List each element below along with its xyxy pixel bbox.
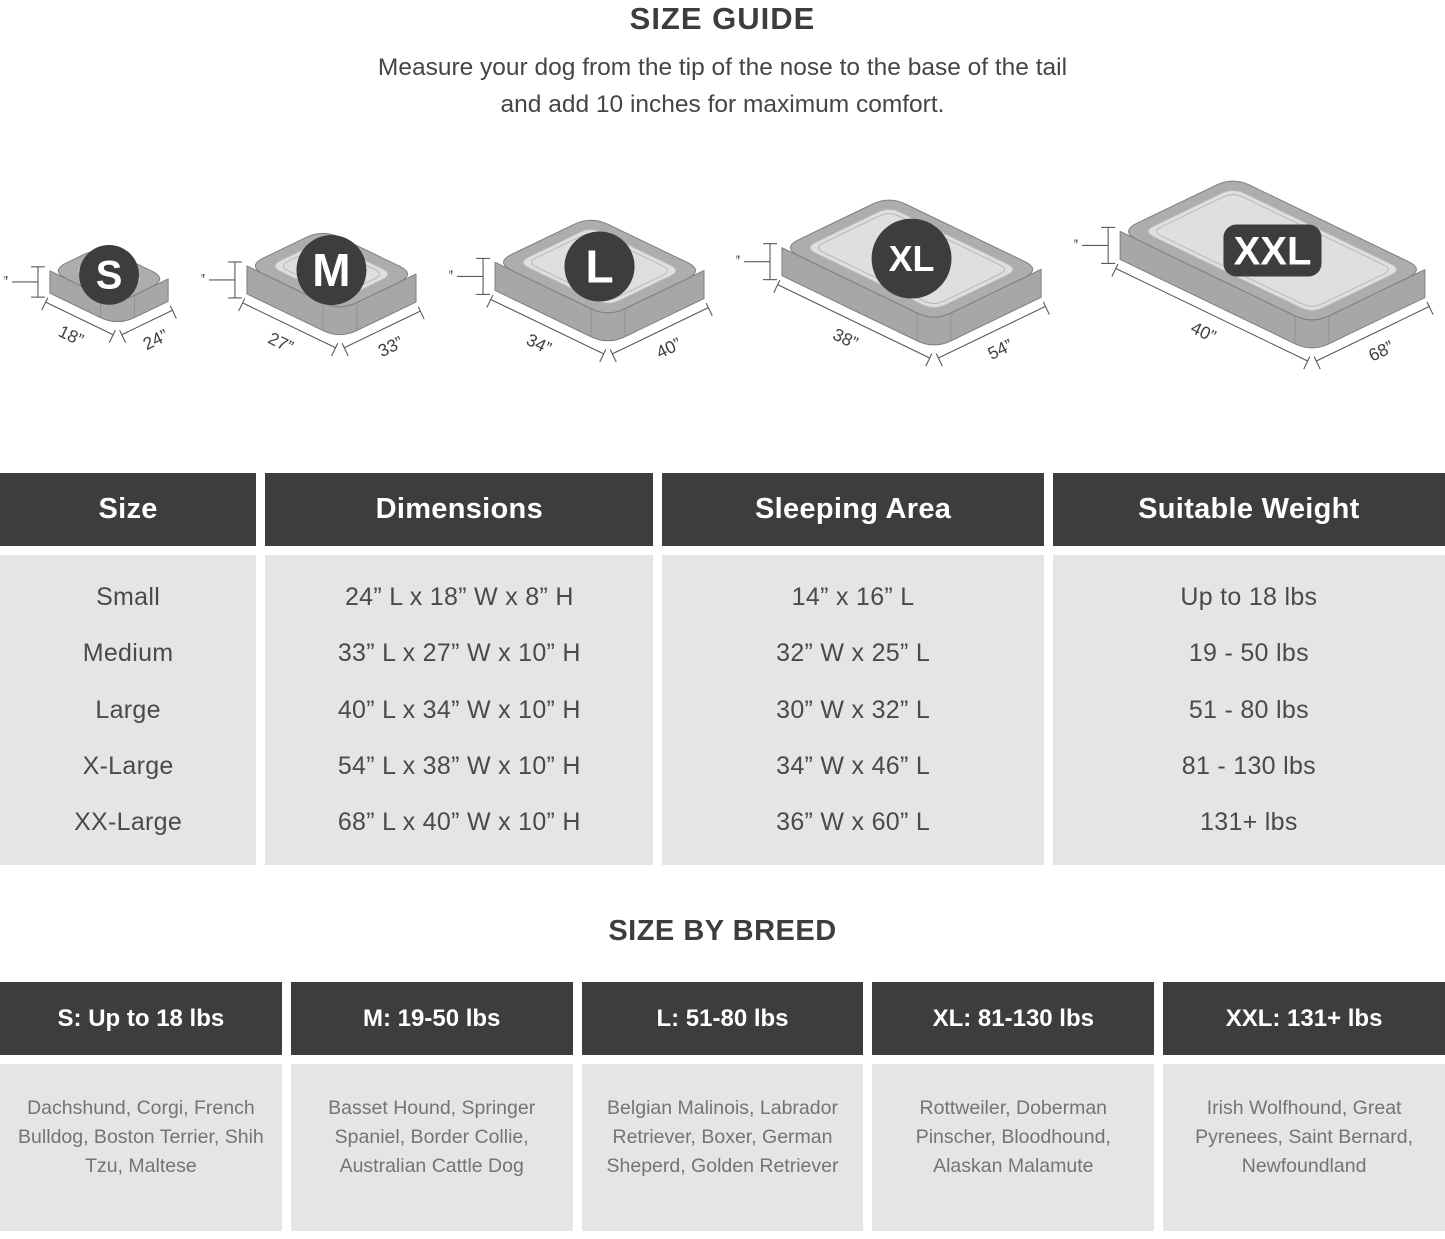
size-table-column-size: Small Medium Large X-Large XX-Large — [0, 555, 257, 865]
breed-header-1: M: 19-50 lbs — [290, 982, 573, 1055]
bed-height-label: 10” — [1074, 235, 1078, 255]
size-table-cell: 36” W x 60” L — [776, 808, 931, 837]
breed-list-3: Rottweiler, Doberman Pinscher, Bloodhoun… — [872, 1064, 1155, 1231]
size-table-column-dimensions: 24” L x 18” W x 8” H 33” L x 27” W x 10” … — [265, 555, 654, 865]
breed-list-4: Irish Wolfhound, Great Pyrenees, Saint B… — [1163, 1064, 1445, 1231]
bed-height-label: 10” — [736, 252, 740, 272]
size-table-cell: 131+ lbs — [1200, 808, 1298, 837]
bed-width-label: 34” — [523, 329, 555, 358]
breed-table: S: Up to 18 lbs M: 19-50 lbs L: 51-80 lbs X… — [0, 982, 1445, 1231]
bed-illustration-xxl: XXL 10” 40” 68” — [1053, 171, 1441, 399]
size-table-cell: 81 - 130 lbs — [1181, 751, 1316, 780]
size-table-cell: 33” L x 27” W x 10” H — [337, 639, 581, 668]
size-table-cell: 24” L x 18” W x 8” H — [344, 582, 574, 611]
bed-illustrations-row: S 8” 18” 24” M 10” 27” 33” L 10” 34” 40” XL 10” 38” 54”… — [0, 167, 1445, 399]
bed-illustration-m: M 10” 27” 33” — [179, 223, 432, 386]
bed-height-label: 10” — [449, 266, 453, 286]
bed-length-label: 68” — [1365, 336, 1397, 365]
bed-width-label: 18” — [55, 321, 87, 350]
breed-section-title: SIZE BY BREED — [608, 915, 837, 947]
size-table-cell: Medium — [82, 639, 174, 668]
bed-size-badge-label: S — [96, 254, 123, 298]
bed-length-label: 54” — [985, 335, 1017, 364]
bed-length-label: 24” — [140, 325, 172, 354]
bed-size-badge-label: XXL — [1234, 229, 1312, 273]
size-table-cell: X-Large — [82, 751, 174, 780]
size-table-header-size: Size — [0, 473, 257, 546]
breed-list-2: Belgian Malinois, Labrador Retriever, Bo… — [581, 1064, 864, 1231]
size-table-cell: XX-Large — [74, 808, 183, 837]
size-table-cell: 68” L x 40” W x 10” H — [337, 808, 581, 837]
size-table-cell: Small — [96, 582, 161, 611]
size-table-cell: 54” L x 38” W x 10” H — [337, 751, 581, 780]
bed-height-label: 8” — [4, 272, 8, 292]
bed-width-label: 40” — [1188, 317, 1220, 346]
breed-list-1: Basset Hound, Springer Spaniel, Border C… — [290, 1064, 573, 1231]
bed-width-label: 38” — [830, 324, 862, 353]
page-subtitle: Measure your dog from the tip of the nos… — [0, 49, 1445, 123]
size-table-column-suitable-weight: Up to 18 lbs 19 - 50 lbs 51 - 80 lbs 81 - 1… — [1052, 555, 1445, 865]
bed-length-label: 33” — [375, 332, 407, 361]
breed-header-2: L: 51-80 lbs — [581, 982, 864, 1055]
size-table-column-sleeping-area: 14” x 16” L 32” W x 25” L 30” W x 32” L 34”… — [662, 555, 1044, 865]
size-table: Size Dimensions Sleeping Area Suitable Weig… — [0, 473, 1445, 865]
size-table-cell: Up to 18 lbs — [1180, 582, 1318, 611]
bed-size-badge-label: XL — [889, 238, 935, 279]
bed-size-badge-label: L — [585, 240, 613, 292]
bed-size-badge-label: M — [312, 244, 350, 296]
size-table-cell: 30” W x 32” L — [776, 695, 931, 724]
subtitle-line-2: and add 10 inches for maximum comfort. — [500, 91, 945, 118]
size-table-cell: 40” L x 34” W x 10” H — [337, 695, 581, 724]
size-table-cell: Large — [95, 695, 161, 724]
size-table-cell: 19 - 50 lbs — [1188, 639, 1309, 668]
bed-illustration-s: S 8” 18” 24” — [0, 240, 184, 373]
breed-header-3: XL: 81-130 lbs — [872, 982, 1155, 1055]
breed-header-0: S: Up to 18 lbs — [0, 982, 282, 1055]
breed-list-0: Dachshund, Corgi, French Bulldog, Boston… — [0, 1064, 282, 1231]
page-title: SIZE GUIDE — [629, 1, 816, 36]
bed-height-label: 10” — [201, 270, 205, 290]
size-table-header-dimensions: Dimensions — [265, 473, 654, 546]
bed-length-label: 40” — [652, 333, 684, 362]
bed-illustration-xl: XL 10” 38” 54” — [715, 190, 1057, 396]
size-table-cell: 14” x 16” L — [791, 582, 915, 611]
size-table-cell: 34” W x 46” L — [776, 751, 931, 780]
bed-width-label: 27” — [265, 328, 297, 357]
size-table-cell: 32” W x 25” L — [776, 639, 931, 668]
size-table-header-suitable-weight: Suitable Weight — [1052, 473, 1445, 546]
breed-header-4: XXL: 131+ lbs — [1163, 982, 1445, 1055]
size-table-cell: 51 - 80 lbs — [1188, 695, 1309, 724]
subtitle-line-1: Measure your dog from the tip of the nos… — [377, 54, 1068, 81]
size-table-header-sleeping-area: Sleeping Area — [662, 473, 1044, 546]
bed-illustration-l: L 10” 34” 40” — [427, 210, 720, 392]
